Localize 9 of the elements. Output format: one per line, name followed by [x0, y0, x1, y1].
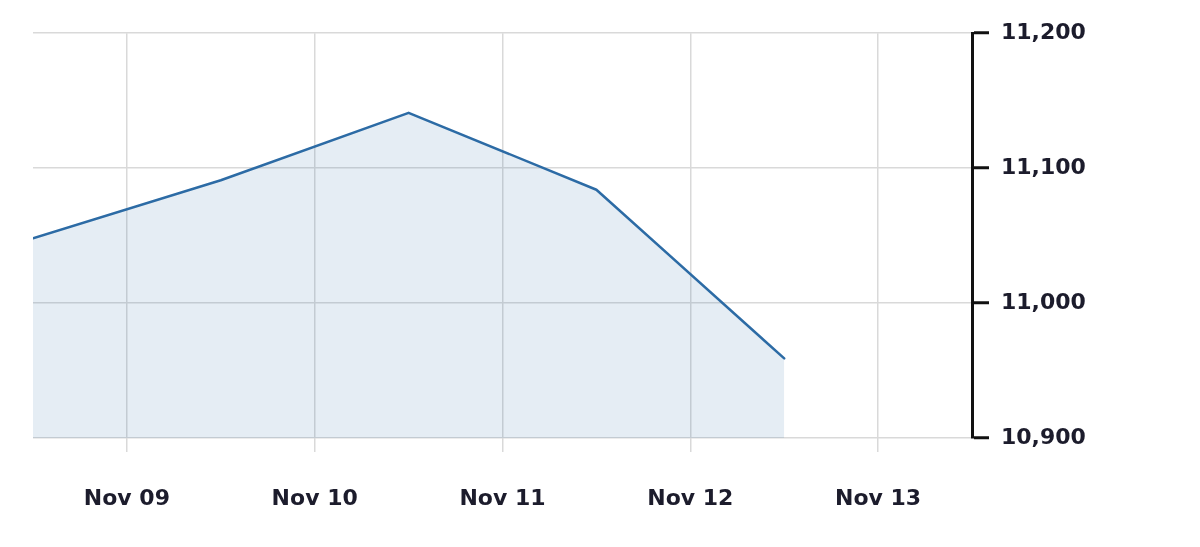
y-tick-label: 11,200 — [1001, 18, 1086, 44]
y-tick-label: 10,900 — [1001, 423, 1086, 449]
x-tick-label: Nov 11 — [459, 484, 546, 510]
y-tick-label: 11,000 — [1001, 288, 1086, 314]
x-tick-label: Nov 12 — [647, 484, 734, 510]
x-tick-label: Nov 10 — [271, 484, 358, 510]
x-tick-label: Nov 09 — [83, 484, 170, 510]
x-tick-label: Nov 13 — [835, 484, 922, 510]
y-tick-label: 11,100 — [1001, 153, 1086, 179]
